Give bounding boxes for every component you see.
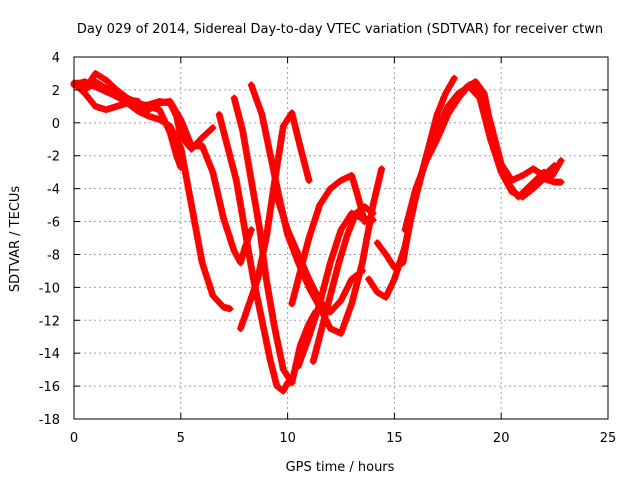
series-markers xyxy=(215,111,292,395)
y-tick-label: -8 xyxy=(47,248,60,263)
y-tick-label: -2 xyxy=(47,150,60,165)
chart-title: Day 029 of 2014, Sidereal Day-to-day VTE… xyxy=(77,22,603,37)
x-tick-label: 5 xyxy=(177,431,185,446)
series-markers xyxy=(446,78,565,201)
series-trace-12 xyxy=(294,209,377,370)
y-tick-label: -18 xyxy=(39,413,60,428)
y-tick-label: -4 xyxy=(47,183,60,198)
series-markers xyxy=(237,109,313,332)
y-tick-label: -6 xyxy=(47,216,60,231)
series-trace-11 xyxy=(288,172,368,308)
y-tick-label: -10 xyxy=(39,281,60,296)
x-tick-label: 20 xyxy=(493,431,510,446)
x-axis-label: GPS time / hours xyxy=(286,460,395,475)
y-tick-label: -12 xyxy=(39,314,60,329)
series-trace-17 xyxy=(446,78,565,201)
x-tick-label: 25 xyxy=(600,431,617,446)
plot-frame xyxy=(73,56,609,420)
y-tick-label: 0 xyxy=(52,117,60,132)
series-markers xyxy=(81,70,255,267)
x-tick-label: 0 xyxy=(70,431,78,446)
grid-lines xyxy=(74,57,608,419)
y-tick-label: -14 xyxy=(39,347,60,362)
series-trace-6 xyxy=(215,111,292,395)
x-tick-label: 15 xyxy=(386,431,403,446)
y-tick-label: -16 xyxy=(39,380,60,395)
series-markers xyxy=(309,203,377,365)
series-markers xyxy=(288,172,368,308)
y-axis-label: SDTVAR / TECUs xyxy=(8,186,23,293)
series-trace-13 xyxy=(309,203,377,365)
series-trace-9 xyxy=(237,109,313,332)
x-tick-label: 10 xyxy=(279,431,296,446)
y-tick-label: 4 xyxy=(52,51,60,66)
series-trace-5 xyxy=(81,70,255,267)
y-tick-label: 2 xyxy=(52,84,60,99)
